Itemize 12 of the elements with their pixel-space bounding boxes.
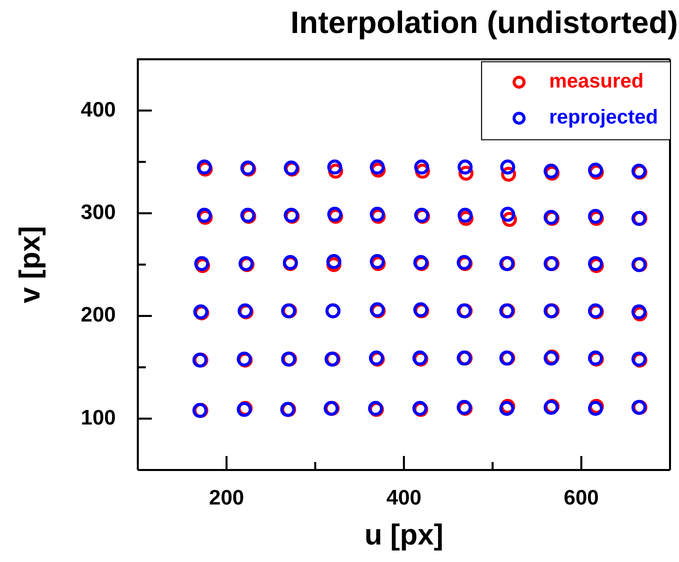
x-tick-label: 200 xyxy=(209,486,244,510)
y-axis-title: v [px] xyxy=(14,226,46,304)
x-axis-title: u [px] xyxy=(364,520,444,552)
x-tick-label: 600 xyxy=(564,486,599,510)
legend-label: reprojected xyxy=(549,106,658,129)
legend-label: measured xyxy=(549,70,644,93)
y-tick-label: 100 xyxy=(80,406,116,430)
y-tick-label: 200 xyxy=(80,304,116,327)
y-tick-label: 300 xyxy=(80,201,116,224)
y-tick-label: 400 xyxy=(80,98,116,122)
x-tick-label: 400 xyxy=(386,486,422,510)
chart-title: Interpolation (undistorted) xyxy=(290,5,678,40)
